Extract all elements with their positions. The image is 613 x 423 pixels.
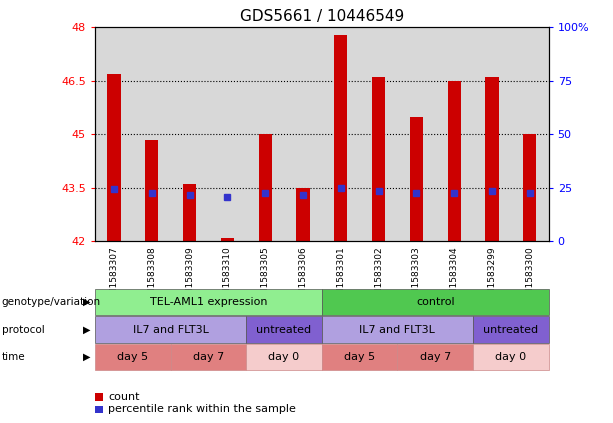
Bar bbox=[485, 77, 498, 241]
Bar bbox=[208, 27, 246, 241]
Bar bbox=[95, 27, 133, 241]
Text: control: control bbox=[416, 297, 455, 307]
Bar bbox=[372, 77, 385, 241]
Bar bbox=[170, 27, 208, 241]
Text: day 5: day 5 bbox=[344, 352, 375, 362]
Text: ▶: ▶ bbox=[83, 324, 90, 335]
Bar bbox=[296, 188, 310, 241]
Text: ▶: ▶ bbox=[83, 352, 90, 362]
Bar bbox=[145, 140, 158, 241]
Bar bbox=[183, 184, 196, 241]
Text: ▶: ▶ bbox=[83, 297, 90, 307]
Bar bbox=[523, 135, 536, 241]
Bar bbox=[334, 35, 348, 241]
Bar bbox=[133, 27, 170, 241]
Text: percentile rank within the sample: percentile rank within the sample bbox=[108, 404, 295, 415]
Text: IL7 and FLT3L: IL7 and FLT3L bbox=[359, 324, 435, 335]
Title: GDS5661 / 10446549: GDS5661 / 10446549 bbox=[240, 8, 404, 24]
Bar bbox=[221, 238, 234, 241]
Text: day 7: day 7 bbox=[193, 352, 224, 362]
Bar bbox=[107, 74, 121, 241]
Bar bbox=[435, 27, 473, 241]
Text: genotype/variation: genotype/variation bbox=[2, 297, 101, 307]
Text: protocol: protocol bbox=[2, 324, 45, 335]
Text: untreated: untreated bbox=[483, 324, 538, 335]
Text: TEL-AML1 expression: TEL-AML1 expression bbox=[150, 297, 267, 307]
Bar bbox=[409, 116, 423, 241]
Bar bbox=[322, 27, 360, 241]
Bar bbox=[246, 27, 284, 241]
Text: time: time bbox=[2, 352, 26, 362]
Bar bbox=[284, 27, 322, 241]
Bar bbox=[447, 81, 461, 241]
Bar bbox=[511, 27, 549, 241]
Text: IL7 and FLT3L: IL7 and FLT3L bbox=[132, 324, 208, 335]
Text: untreated: untreated bbox=[256, 324, 311, 335]
Text: day 5: day 5 bbox=[117, 352, 148, 362]
Text: day 0: day 0 bbox=[268, 352, 300, 362]
Text: count: count bbox=[108, 392, 139, 402]
Bar bbox=[473, 27, 511, 241]
Text: day 0: day 0 bbox=[495, 352, 527, 362]
Bar bbox=[397, 27, 435, 241]
Text: day 7: day 7 bbox=[420, 352, 451, 362]
Bar bbox=[259, 135, 272, 241]
Bar bbox=[360, 27, 397, 241]
